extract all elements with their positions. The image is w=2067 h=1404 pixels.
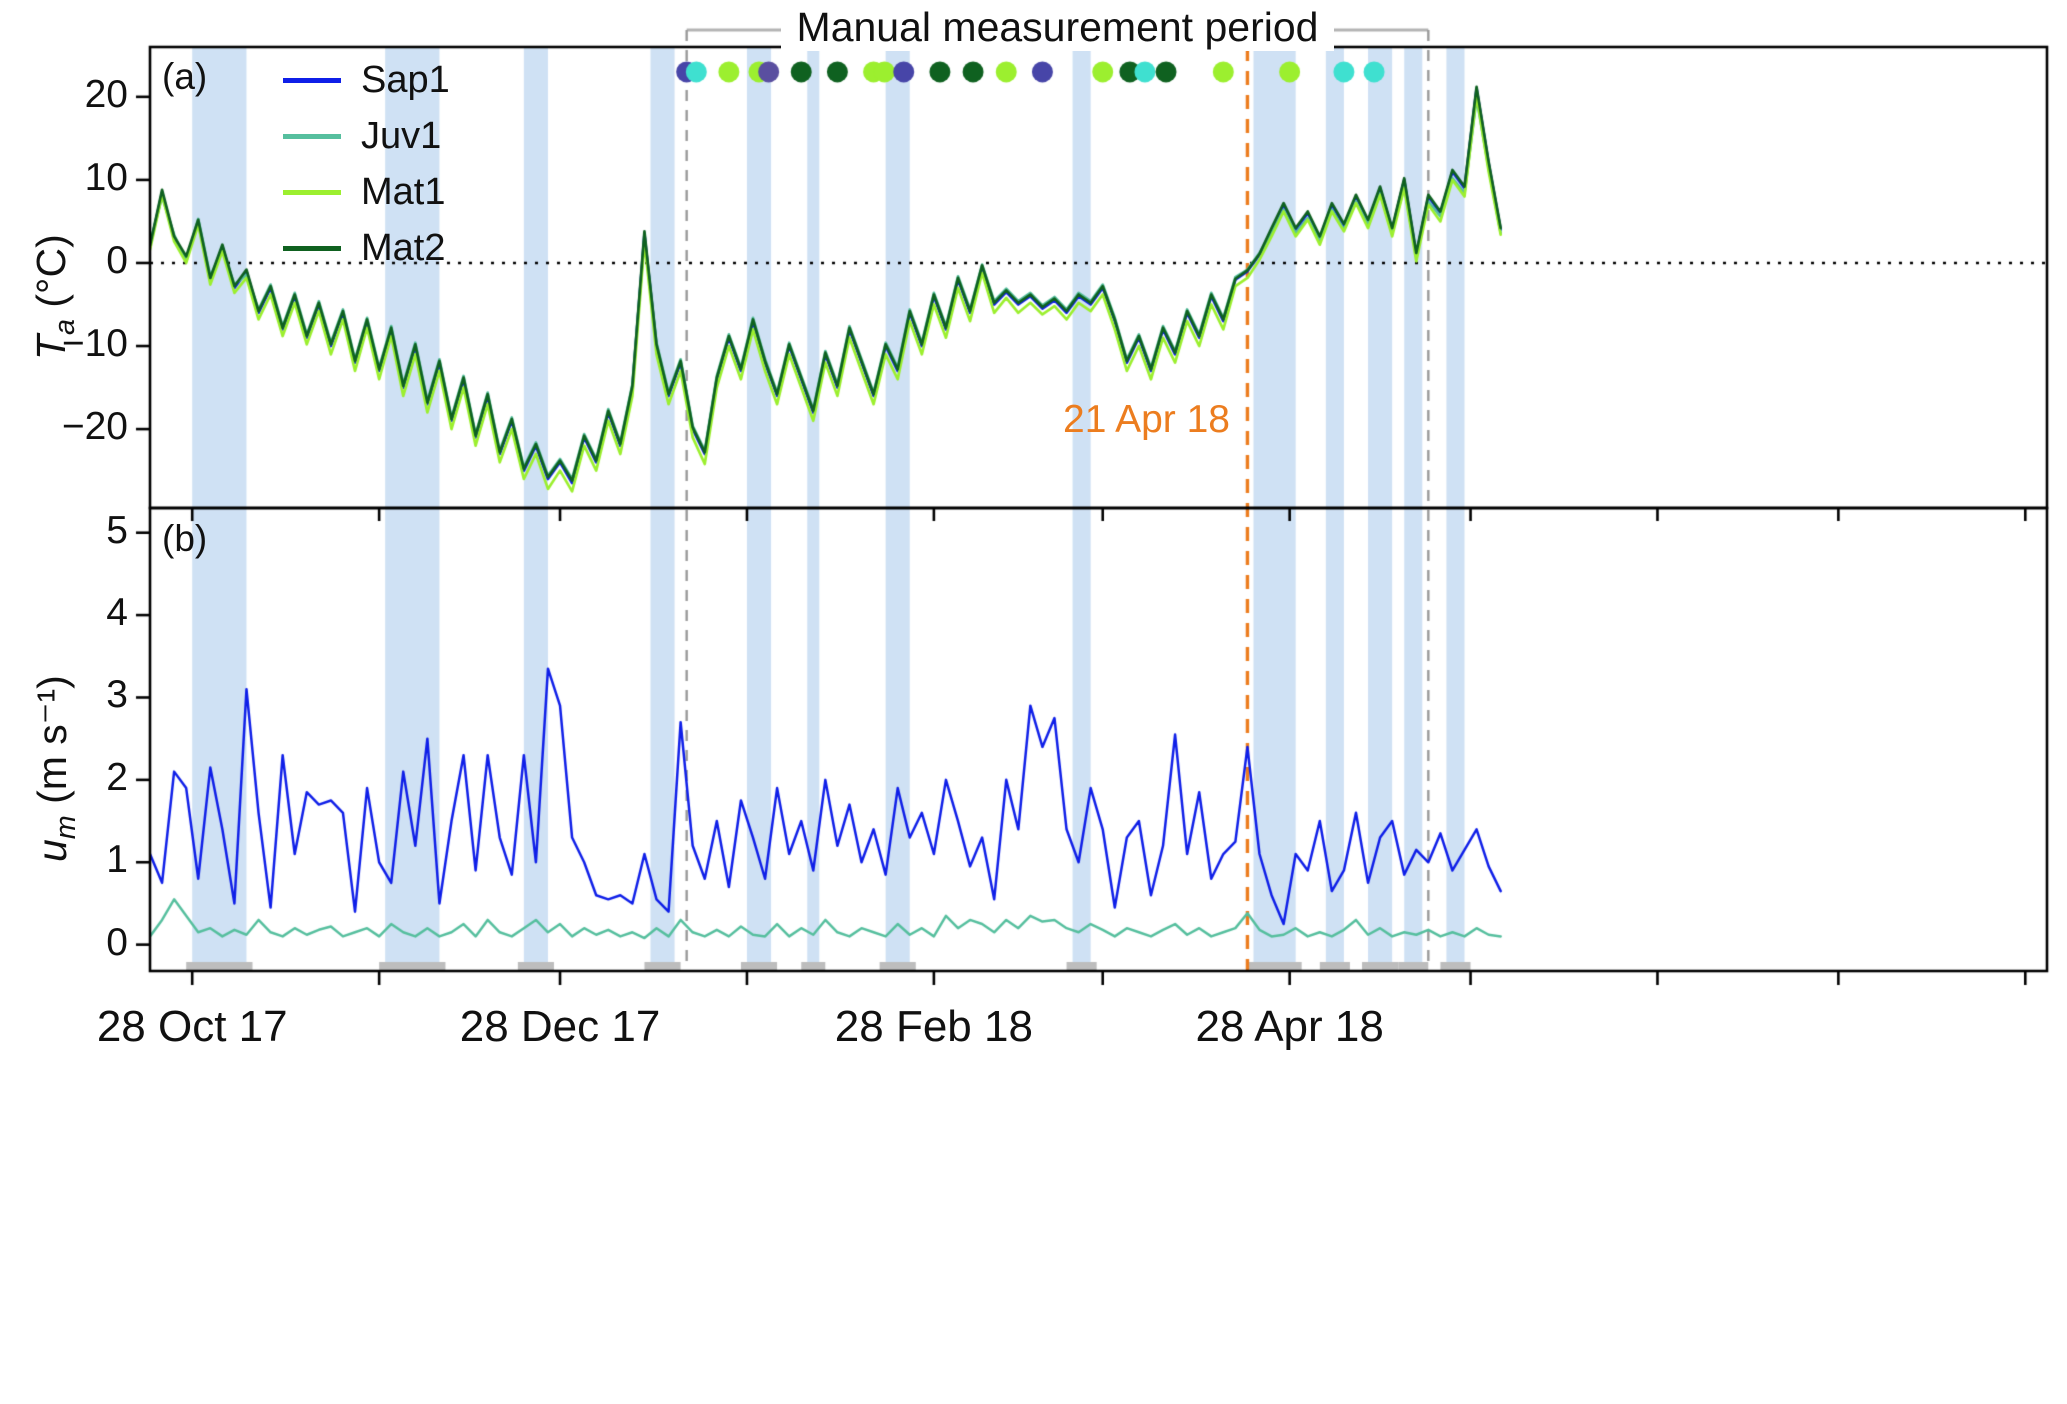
manual-period-title: Manual measurement period [687, 4, 1428, 51]
y-tick-label-windspeed: 0 [106, 920, 128, 964]
legend-item-juv1: Juv1 [283, 108, 450, 164]
legend-item-mat1: Mat1 [283, 164, 450, 220]
y-tick-label-temperature: 20 [84, 72, 128, 116]
juv1-line-swatch [283, 133, 341, 139]
legend: Sap1 Juv1 Mat1 Mat2 [283, 52, 450, 276]
manual-period-title-text: Manual measurement period [780, 4, 1335, 51]
legend-label-mat2: Mat2 [361, 226, 446, 269]
panel-a-label: (a) [162, 56, 208, 97]
y-tick-label-windspeed: 4 [106, 591, 128, 635]
y-tick-label-windspeed: 3 [106, 673, 128, 717]
y-tick-label-temperature: 0 [106, 238, 128, 282]
y-tick-label-temperature: −10 [61, 322, 128, 366]
windspeed-subscript: m [50, 815, 83, 840]
x-tick-label: 28 Dec 17 [459, 1002, 661, 1051]
y-tick-label-temperature: −20 [61, 405, 128, 449]
legend-label-mat1: Mat1 [361, 170, 446, 213]
legend-item-mat2: Mat2 [283, 220, 450, 276]
mat1-line-swatch [283, 189, 341, 195]
x-tick-label: 28 Apr 18 [1195, 1002, 1384, 1051]
legend-item-sap1: Sap1 [283, 52, 450, 108]
y-tick-label-windspeed: 2 [106, 755, 128, 799]
y-tick-label-windspeed: 5 [106, 508, 128, 552]
y-tick-label-windspeed: 1 [106, 838, 128, 882]
x-tick-label: 28 Feb 18 [834, 1002, 1033, 1051]
panel-b-label: (b) [162, 518, 208, 559]
melt-date-annotation: 21 Apr 18 [1063, 398, 1230, 441]
legend-label-sap1: Sap1 [361, 58, 450, 101]
mat2-line-swatch [283, 245, 341, 251]
x-tick-label: 28 Oct 17 [96, 1002, 288, 1051]
sap1-line-swatch [283, 77, 341, 83]
y-tick-label-temperature: 10 [84, 155, 128, 199]
legend-label-juv1: Juv1 [361, 114, 442, 157]
